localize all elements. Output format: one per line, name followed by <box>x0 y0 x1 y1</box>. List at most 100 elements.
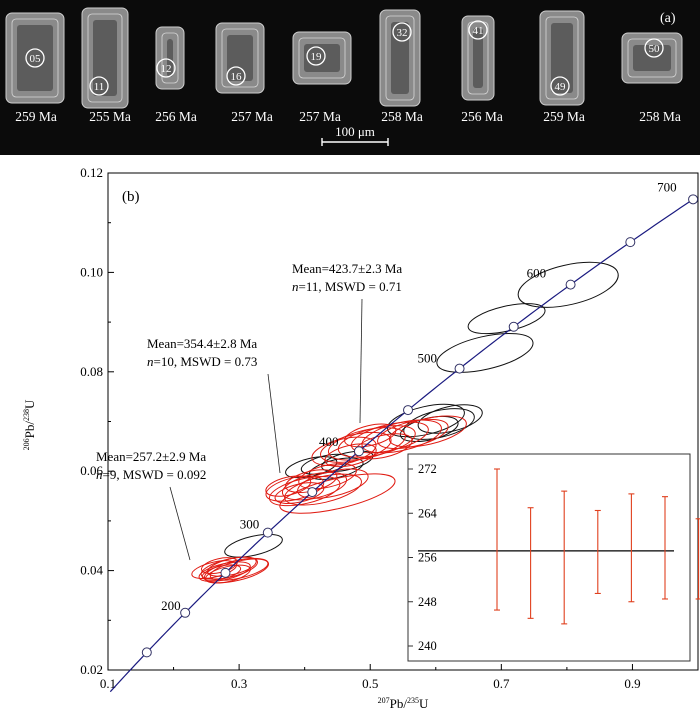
analysis-ellipse-red <box>324 443 377 468</box>
analysis-spot-label: 41 <box>473 25 484 37</box>
zircon-grain: 16 257 Ma <box>215 22 273 124</box>
concordia-age-marker <box>307 487 318 498</box>
panel-a-label: (a) <box>660 11 676 26</box>
weighted-mean-inset: 240 248 256 264 272 <box>407 453 700 662</box>
analysis-spot-circle <box>306 46 326 66</box>
grain-core <box>633 45 671 71</box>
grain-age-label: 258 Ma <box>381 109 423 124</box>
analysis-ellipse-red <box>265 475 312 497</box>
zircon-grain: 32 258 Ma <box>379 9 423 124</box>
concordia-age-marker <box>141 647 152 658</box>
annotation-mean-text: Mean=423.7±2.3 Ma <box>292 261 402 276</box>
analysis-ellipse-red <box>268 476 341 507</box>
zircon-grain: 41 256 Ma <box>461 15 503 124</box>
weighted-mean-annotation: Mean=257.2±2.9 Ma n=9, MSWD = 0.092 <box>96 449 206 561</box>
grain-zoning <box>221 28 259 88</box>
analysis-ellipse-red <box>203 557 270 584</box>
analysis-spot-label: 12 <box>161 63 172 75</box>
x-tick-label: 0.3 <box>231 676 247 691</box>
x-axis-label: 207Pb/235U <box>378 696 429 711</box>
concordia-age-marker <box>454 363 465 374</box>
analysis-ellipse-red <box>279 473 396 514</box>
analysis-ellipse-black <box>436 332 534 373</box>
y-tick-label: 0.12 <box>80 165 103 180</box>
concordia-age-marker <box>565 279 576 290</box>
cathodoluminescence-panel: 05 259 Ma 11 255 Ma 12 256 Ma 16 257 Ma 19 257 Ma… <box>0 0 700 155</box>
annotation-stats-text: n=10, MSWD = 0.73 <box>147 354 257 369</box>
inset-y-tick-label: 272 <box>418 462 437 476</box>
analysis-spot-label: 19 <box>311 51 323 63</box>
y-tick-label: 0.10 <box>80 264 103 279</box>
analysis-ellipse-black <box>386 403 465 438</box>
concordia-age-label: 400 <box>319 434 339 449</box>
analysis-spot-label: 11 <box>94 81 105 93</box>
concordia-age-marker <box>403 405 414 416</box>
analysis-ellipse-red <box>337 425 416 458</box>
analysis-spot-label: 32 <box>397 27 408 39</box>
analysis-ellipse-red <box>205 564 251 584</box>
grain-core <box>227 35 253 81</box>
grain-age-label: 257 Ma <box>231 109 273 124</box>
analysis-spot-circle <box>550 76 570 96</box>
zircon-grain: 05 259 Ma <box>5 12 65 124</box>
concordia-age-label: 300 <box>240 517 260 532</box>
y-tick-label: 0.06 <box>80 463 103 478</box>
concordia-diagram: 0.1 0.3 0.5 0.7 0.90.020.040.060.080.100.12 … <box>22 165 700 711</box>
y-tick-label: 0.08 <box>80 364 103 379</box>
analysis-spot-circle <box>25 48 45 68</box>
analysis-ellipse-red <box>297 468 369 499</box>
concordia-age-marker <box>220 567 231 578</box>
y-tick-label: 0.04 <box>80 563 103 578</box>
grain-age-label: 256 Ma <box>461 109 503 124</box>
zircon-grain: 12 256 Ma <box>155 26 197 124</box>
grain-core <box>167 39 173 77</box>
zircon-grain: 50 258 Ma <box>621 32 683 124</box>
analysis-spot-circle <box>392 22 412 42</box>
grain-zoning <box>545 16 579 100</box>
analysis-ellipse-black <box>517 261 619 308</box>
annotation-mean-text: Mean=257.2±2.9 Ma <box>96 449 206 464</box>
grain-age-label: 259 Ma <box>543 109 585 124</box>
x-tick-label: 0.7 <box>493 676 510 691</box>
analysis-spot-label: 49 <box>555 81 567 93</box>
inset-frame <box>407 453 691 662</box>
analysis-spot-label: 05 <box>30 53 42 65</box>
annotation-leader-line <box>169 486 191 561</box>
analysis-ellipse-red <box>344 423 397 448</box>
zircon-grain: 11 255 Ma <box>81 7 131 124</box>
zircon-grain: 49 259 Ma <box>539 10 585 124</box>
annotation-leader-line <box>359 298 363 424</box>
concordia-age-label: 500 <box>418 351 438 366</box>
weighted-mean-annotation: Mean=354.4±2.8 Ma n=10, MSWD = 0.73 <box>147 336 281 474</box>
analysis-spot-circle <box>644 38 664 58</box>
y-axis-label: 206Pb/238U <box>22 399 37 450</box>
zircon-grain: 19 257 Ma <box>292 31 352 124</box>
analysis-spot-label: 16 <box>231 71 243 83</box>
analysis-ellipse-red <box>388 415 467 448</box>
concordia-age-marker <box>508 321 519 332</box>
grain-zoning <box>161 32 179 84</box>
analysis-ellipse-red <box>284 473 362 506</box>
grain-zoning <box>87 13 123 103</box>
grain-age-label: 258 Ma <box>639 109 681 124</box>
analysis-ellipse-red <box>207 556 257 577</box>
weighted-mean-annotation: Mean=423.7±2.3 Ma n=11, MSWD = 0.71 <box>292 261 402 424</box>
concordia-age-marker <box>353 446 364 457</box>
inset-y-tick-label: 248 <box>418 595 437 609</box>
grain-age-label: 256 Ma <box>155 109 197 124</box>
concordia-age-marker <box>262 527 273 538</box>
grain-core <box>473 28 483 88</box>
grain-zoning <box>467 21 489 95</box>
concordia-age-marker <box>688 194 699 205</box>
concordia-age-label: 200 <box>161 598 181 613</box>
inset-y-tick-label: 240 <box>418 639 437 653</box>
inset-y-tick-label: 256 <box>418 551 437 565</box>
grain-age-label: 255 Ma <box>89 109 131 124</box>
grain-age-label: 257 Ma <box>299 109 341 124</box>
concordia-age-marker <box>625 237 636 248</box>
grain-core <box>304 44 340 72</box>
x-tick-label: 0.1 <box>100 676 116 691</box>
analysis-ellipse-black <box>224 533 283 558</box>
concordia-age-label: 700 <box>657 179 677 194</box>
grain-core <box>551 23 573 93</box>
